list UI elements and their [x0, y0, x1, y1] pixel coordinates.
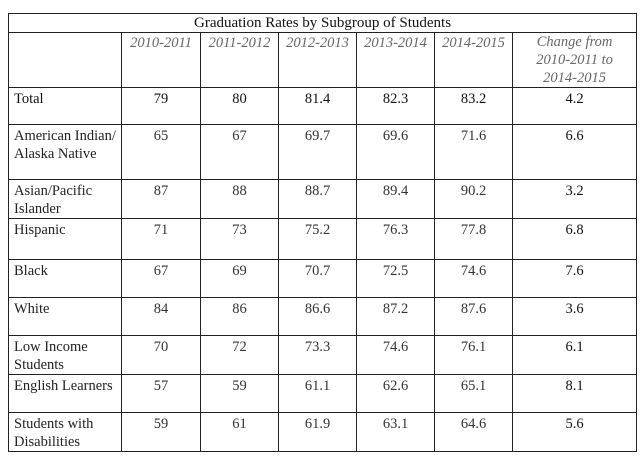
row-label: Hispanic [8, 218, 122, 260]
value-cell: 73 [200, 218, 279, 260]
row-label: White [8, 297, 122, 336]
value-cell: 65 [121, 124, 201, 180]
column-header: Change from 2010-2011 to 2014-2015 [511, 32, 638, 88]
change-cell: 7.6 [511, 259, 638, 298]
table-row: White 84 86 86.6 87.2 87.6 3.6 [8, 297, 638, 336]
change-cell: 6.6 [511, 124, 638, 180]
table-row: Black 67 69 70.7 72.5 74.6 7.6 [8, 259, 638, 298]
value-cell: 65.1 [434, 374, 513, 413]
value-cell: 77.8 [434, 218, 513, 260]
value-cell: 64.6 [434, 412, 513, 452]
value-cell: 75.2 [278, 218, 357, 260]
value-cell: 74.6 [356, 335, 435, 375]
value-cell: 90.2 [434, 179, 513, 219]
value-cell: 73.3 [278, 335, 357, 375]
value-cell: 61 [200, 412, 279, 452]
row-label: Asian/Pacific Islander [8, 179, 122, 219]
value-cell: 88 [200, 179, 279, 219]
value-cell: 76.3 [356, 218, 435, 260]
column-header: 2012-2013 [278, 32, 357, 88]
change-cell: 4.2 [511, 87, 638, 125]
value-cell: 71.6 [434, 124, 513, 180]
column-header: 2010-2011 [121, 32, 201, 88]
row-label: English Learners [8, 374, 122, 413]
change-cell: 5.6 [511, 412, 638, 452]
value-cell: 83.2 [434, 87, 513, 125]
table-title: Graduation Rates by Subgroup of Students [7, 13, 638, 33]
value-cell: 80 [200, 87, 279, 125]
value-cell: 62.6 [356, 374, 435, 413]
value-cell: 82.3 [356, 87, 435, 125]
row-label: Students with Disabilities [8, 412, 122, 452]
table-row: Students with Disabilities 59 61 61.9 63.1 64… [8, 412, 638, 452]
value-cell: 63.1 [356, 412, 435, 452]
value-cell: 69.7 [278, 124, 357, 180]
value-cell: 57 [121, 374, 201, 413]
value-cell: 76.1 [434, 335, 513, 375]
value-cell: 70.7 [278, 259, 357, 298]
table-row: Low Income Students 70 72 73.3 74.6 76.1 6.1 [8, 335, 638, 375]
header-row: 2010-2011 2011-2012 2012-2013 2013-2014 … [8, 32, 638, 88]
value-cell: 88.7 [278, 179, 357, 219]
change-cell: 3.6 [511, 297, 638, 336]
value-cell: 87.2 [356, 297, 435, 336]
table-row: Asian/Pacific Islander 87 88 88.7 89.4 90.2 3.… [8, 179, 638, 219]
value-cell: 59 [121, 412, 201, 452]
value-cell: 67 [200, 124, 279, 180]
table-row: American Indian/ Alaska Native 65 67 69.7 69… [8, 124, 638, 180]
table-row: Total 79 80 81.4 82.3 83.2 4.2 [8, 87, 638, 125]
value-cell: 86.6 [278, 297, 357, 336]
value-cell: 81.4 [278, 87, 357, 125]
value-cell: 89.4 [356, 179, 435, 219]
change-cell: 6.1 [511, 335, 638, 375]
value-cell: 59 [200, 374, 279, 413]
row-label: Low Income Students [8, 335, 122, 375]
value-cell: 87 [121, 179, 201, 219]
table-row: English Learners 57 59 61.1 62.6 65.1 8.1 [8, 374, 638, 413]
value-cell: 67 [121, 259, 201, 298]
value-cell: 74.6 [434, 259, 513, 298]
value-cell: 61.1 [278, 374, 357, 413]
value-cell: 87.6 [434, 297, 513, 336]
row-label: Black [8, 259, 122, 298]
graduation-rates-table: Graduation Rates by Subgroup of Students… [7, 13, 638, 452]
value-cell: 72.5 [356, 259, 435, 298]
column-header: 2013-2014 [356, 32, 435, 88]
column-header [8, 32, 122, 88]
value-cell: 84 [121, 297, 201, 336]
column-header: 2014-2015 [434, 32, 513, 88]
value-cell: 71 [121, 218, 201, 260]
row-label: American Indian/ Alaska Native [8, 124, 122, 180]
table-row: Hispanic 71 73 75.2 76.3 77.8 6.8 [8, 218, 638, 260]
value-cell: 79 [121, 87, 201, 125]
value-cell: 72 [200, 335, 279, 375]
value-cell: 69 [200, 259, 279, 298]
change-cell: 3.2 [511, 179, 638, 219]
change-cell: 6.8 [511, 218, 638, 260]
value-cell: 70 [121, 335, 201, 375]
column-header: 2011-2012 [200, 32, 279, 88]
change-cell: 8.1 [511, 374, 638, 413]
row-label: Total [8, 87, 122, 125]
value-cell: 61.9 [278, 412, 357, 452]
value-cell: 86 [200, 297, 279, 336]
value-cell: 69.6 [356, 124, 435, 180]
